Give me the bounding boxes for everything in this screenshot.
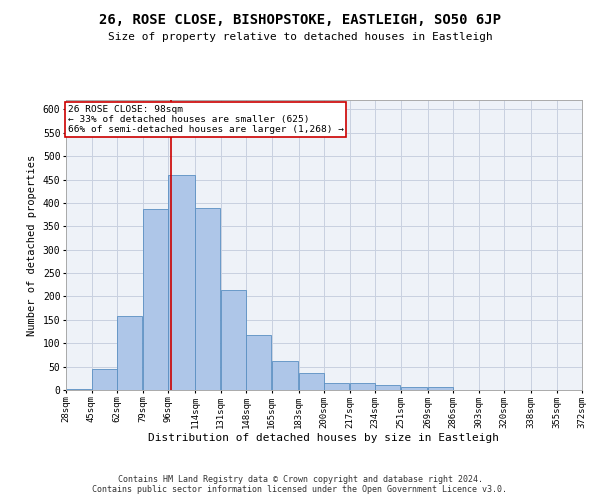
Text: 26 ROSE CLOSE: 98sqm
← 33% of detached houses are smaller (625)
66% of semi-deta: 26 ROSE CLOSE: 98sqm ← 33% of detached h…: [67, 104, 343, 134]
X-axis label: Distribution of detached houses by size in Eastleigh: Distribution of detached houses by size …: [149, 434, 499, 444]
Bar: [143, 209, 168, 390]
Bar: [195, 208, 220, 390]
Bar: [428, 387, 453, 390]
Text: Contains HM Land Registry data © Crown copyright and database right 2024.
Contai: Contains HM Land Registry data © Crown c…: [92, 474, 508, 494]
Bar: [246, 335, 271, 390]
Bar: [299, 373, 324, 390]
Text: Size of property relative to detached houses in Eastleigh: Size of property relative to detached ho…: [107, 32, 493, 42]
Bar: [324, 384, 349, 390]
Bar: [375, 386, 400, 390]
Bar: [272, 360, 298, 390]
Bar: [66, 389, 91, 390]
Bar: [117, 316, 142, 390]
Y-axis label: Number of detached properties: Number of detached properties: [27, 154, 37, 336]
Text: 26, ROSE CLOSE, BISHOPSTOKE, EASTLEIGH, SO50 6JP: 26, ROSE CLOSE, BISHOPSTOKE, EASTLEIGH, …: [99, 12, 501, 26]
Bar: [221, 290, 246, 390]
Bar: [401, 386, 427, 390]
Bar: [92, 370, 117, 390]
Bar: [350, 383, 375, 390]
Bar: [168, 175, 195, 390]
